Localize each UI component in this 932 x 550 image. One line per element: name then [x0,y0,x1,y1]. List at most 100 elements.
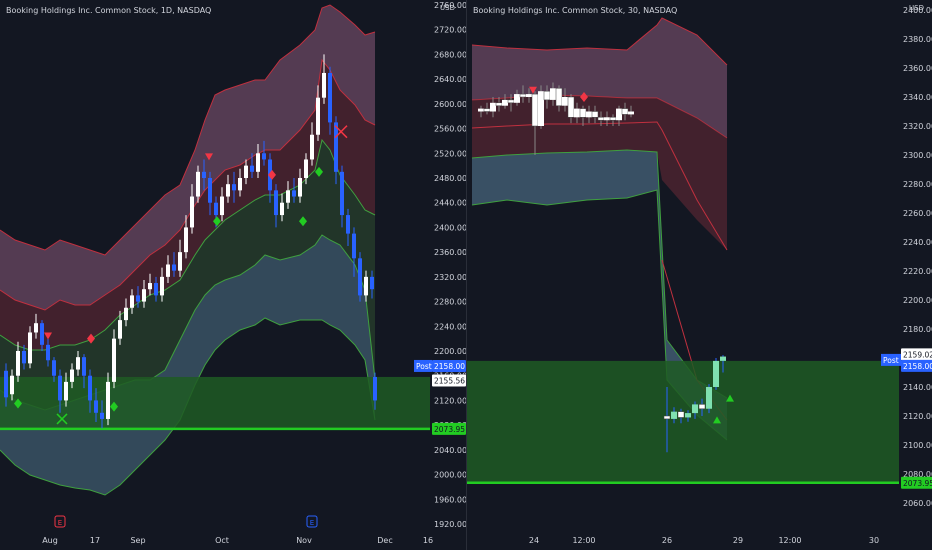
candle-body [495,102,503,106]
candle-body [262,153,266,160]
x-axis-tick-label: 12:00 [572,536,595,545]
candle-body [502,99,508,106]
bullish-signal-marker [299,216,307,227]
candle-body [178,252,182,271]
candle-body [713,360,719,387]
earnings-icon[interactable] [306,515,318,528]
candle-body [34,323,38,333]
y-axis-tick-label: 2200.00 [903,296,932,305]
bullish-signal-marker [110,401,118,412]
candle-body [507,99,515,104]
candle-body [692,404,698,414]
intraday-currency-label: USD [909,4,924,12]
y-axis-tick-label: 2040.00 [434,446,466,455]
candle-body [328,72,332,123]
candle-body [220,196,224,216]
candle-body [4,370,8,398]
intraday-chart-pane[interactable]: 2400.00 2380.00 2360.00 2340.00 2320.00 2300.… [466,0,932,550]
y-axis-tick-label: 2600.00 [434,100,466,109]
candle-body [373,376,377,401]
y-axis-tick-label: 2280.00 [434,298,466,307]
candle-body [136,295,140,302]
candle-body [597,117,605,121]
x-axis-tick-label: Nov [296,536,312,545]
candle-body [214,202,218,216]
support-price-tag: 2073.95 [903,479,932,488]
post-label: Post [883,356,899,365]
last-price-tag: 2159.02 [903,350,932,359]
support-price-tag-bg [901,476,932,489]
y-axis-tick-label: 2220.00 [903,267,932,276]
candle-body [10,375,14,395]
candle-body [567,96,575,118]
candle-body [118,320,122,339]
y-axis-tick-label: 1920.00 [434,520,466,529]
y-axis-tick-label: 2760.00 [434,1,466,10]
daily-chart-pane[interactable]: 2760.00 2720.00 2680.00 2640.00 2600.00 2560.… [0,0,466,550]
candle-body [346,215,350,234]
candle-body [562,97,568,106]
post-label-bg [414,359,432,372]
post-price-tag: 2158.00 [903,362,932,371]
y-axis-tick-label: 2360.00 [903,64,932,73]
y-axis-tick-label: 2360.00 [434,248,466,257]
post-price-tag-bg [901,359,932,372]
y-axis-tick-label: 2400.00 [903,6,932,15]
candle-body [94,400,98,413]
support-price-tag-bg [432,422,466,435]
post-label-bg [881,353,901,366]
y-axis-tick-label: 2260.00 [903,209,932,218]
x-axis-tick-label: 30 [869,536,879,545]
candle-body [720,356,726,361]
candle-body [16,351,20,376]
y-axis-tick-label: 2400.00 [434,223,466,232]
x-axis-tick-label: Oct [215,536,229,545]
candle-body [82,357,86,376]
candle-body [538,91,544,126]
x-axis-tick-label: 12:00 [778,536,801,545]
candle-body [574,108,580,118]
bearish-signal-marker [44,332,52,340]
daily-currency-label: USD [440,4,455,12]
candle-body [609,117,617,121]
candle-body [334,122,338,172]
candle-body [604,117,610,121]
y-axis-tick-label: 2060.00 [903,499,932,508]
candle-body [298,178,302,197]
candle-body [196,171,200,197]
candle-body [322,72,326,98]
candle-body [40,323,44,345]
y-axis-tick-label: 2120.00 [434,396,466,405]
intraday-chart-canvas[interactable]: 2400.00 2380.00 2360.00 2340.00 2320.00 2300.… [467,0,932,550]
earnings-icon[interactable] [54,515,66,528]
y-axis-tick-label: 2720.00 [434,26,466,35]
y-axis-tick-label: 2080.00 [903,470,932,479]
y-axis-tick-label: 2200.00 [434,347,466,356]
y-axis-tick-label: 2340.00 [903,93,932,102]
candle-body [340,171,344,216]
support-price-tag: 2073.95 [434,425,465,434]
post-label: Post [416,362,432,371]
candle-body [190,196,194,228]
daily-chart-canvas[interactable]: 2760.00 2720.00 2680.00 2640.00 2600.00 2560.… [0,0,466,550]
candle-body [478,108,484,112]
candle-body [202,171,206,178]
bearish-signal-marker [529,86,537,94]
candle-body [148,283,152,290]
post-price-tag: 2158.00 [434,362,465,371]
y-axis-tick-label: 2560.00 [434,125,466,134]
last-price-tag: 2155.56 [434,376,465,385]
bearish-signal-marker [87,333,95,344]
candle-body [106,381,110,419]
post-price-tag-bg [432,359,466,372]
candle-body [100,412,104,419]
x-axis-tick-label: 24 [529,536,539,545]
candle-body [663,415,671,420]
candle-body [304,159,308,178]
candle-body [52,360,56,376]
demand-zone [467,360,899,483]
candle-body [154,283,158,296]
candle-body [250,165,254,172]
candle-body [616,108,622,121]
candle-body [160,276,164,296]
